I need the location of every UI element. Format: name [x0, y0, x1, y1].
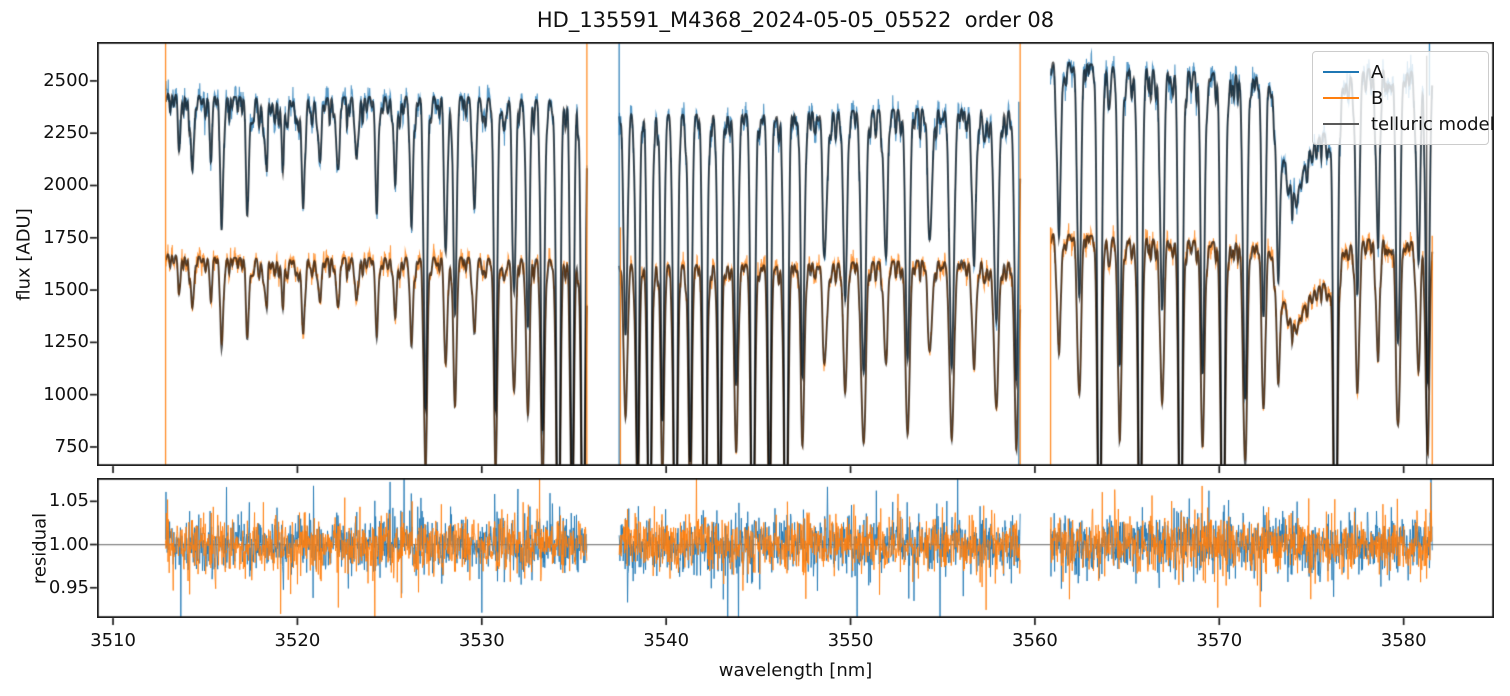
wavelength-tick-label: 3540 — [643, 630, 690, 651]
legend-item-a: A — [1323, 59, 1478, 85]
wavelength-tick-label: 3520 — [274, 630, 321, 651]
wavelength-tick-label: 3570 — [1196, 630, 1243, 651]
residual-tick-label: 0.95 — [48, 576, 89, 598]
residual-tick-label: 1.05 — [48, 490, 89, 512]
wavelength-tick-label: 3530 — [458, 630, 505, 651]
wavelength-tick-label: 3560 — [1012, 630, 1058, 651]
flux-tick-label: 1750 — [43, 226, 89, 248]
wavelength-tick-label: 3580 — [1380, 630, 1427, 651]
residual-panel — [97, 478, 1494, 618]
flux-tick-label: 750 — [54, 435, 89, 457]
legend-item-telluric: telluric model — [1323, 111, 1495, 137]
flux-tick-label: 2250 — [43, 122, 89, 144]
flux-tick-label: 2500 — [43, 69, 89, 91]
residual-tick-label: 1.00 — [48, 533, 89, 555]
wavelength-tick-label: 3550 — [827, 630, 874, 651]
flux-tick-label: 2000 — [43, 174, 89, 196]
residual-plot-canvas — [97, 478, 1494, 618]
legend-label-b: B — [1371, 87, 1384, 109]
legend-line-b-icon — [1323, 97, 1359, 99]
flux-plot-canvas — [97, 42, 1494, 466]
flux-tick-label: 1000 — [43, 383, 89, 405]
flux-panel — [97, 42, 1494, 466]
legend-label-a: A — [1371, 61, 1384, 83]
legend: A B telluric model — [1312, 51, 1495, 145]
flux-tick-label: 1500 — [43, 279, 89, 301]
legend-line-a-icon — [1323, 71, 1359, 73]
legend-item-b: B — [1323, 85, 1478, 111]
flux-tick-label: 1250 — [43, 331, 89, 353]
legend-line-telluric-icon — [1323, 123, 1359, 125]
wavelength-axis-label: wavelength [nm] — [718, 660, 873, 681]
wavelength-tick-label: 3510 — [90, 630, 136, 651]
legend-label-telluric: telluric model — [1371, 113, 1495, 135]
